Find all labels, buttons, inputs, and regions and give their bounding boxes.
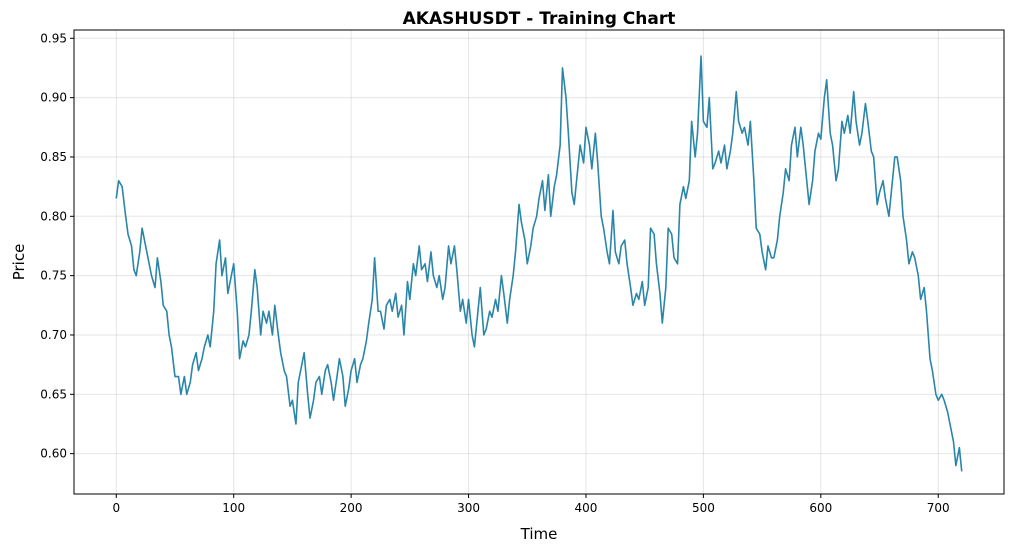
chart-title: AKASHUSDT - Training Chart <box>403 9 676 29</box>
y-tick-label: 0.60 <box>40 447 67 461</box>
x-tick-label: 200 <box>340 501 363 515</box>
x-tick-label: 400 <box>575 501 598 515</box>
x-tick-label: 500 <box>692 501 715 515</box>
x-tick-label: 0 <box>112 501 120 515</box>
y-tick-label: 0.80 <box>40 209 67 223</box>
x-tick-label: 700 <box>927 501 950 515</box>
y-tick-label: 0.95 <box>40 31 67 45</box>
plot-frame <box>73 29 1005 495</box>
y-tick-label: 0.90 <box>40 91 67 105</box>
y-axis-label: Price <box>10 244 28 281</box>
x-tick-label: 100 <box>222 501 245 515</box>
x-tick-label: 300 <box>457 501 480 515</box>
price-line <box>115 55 963 472</box>
y-tick-label: 0.75 <box>40 269 67 283</box>
x-axis-label: Time <box>520 525 558 543</box>
x-tick-label: 600 <box>809 501 832 515</box>
y-tick-label: 0.85 <box>40 150 67 164</box>
y-tick-label: 0.65 <box>40 387 67 401</box>
y-tick-label: 0.70 <box>40 328 67 342</box>
